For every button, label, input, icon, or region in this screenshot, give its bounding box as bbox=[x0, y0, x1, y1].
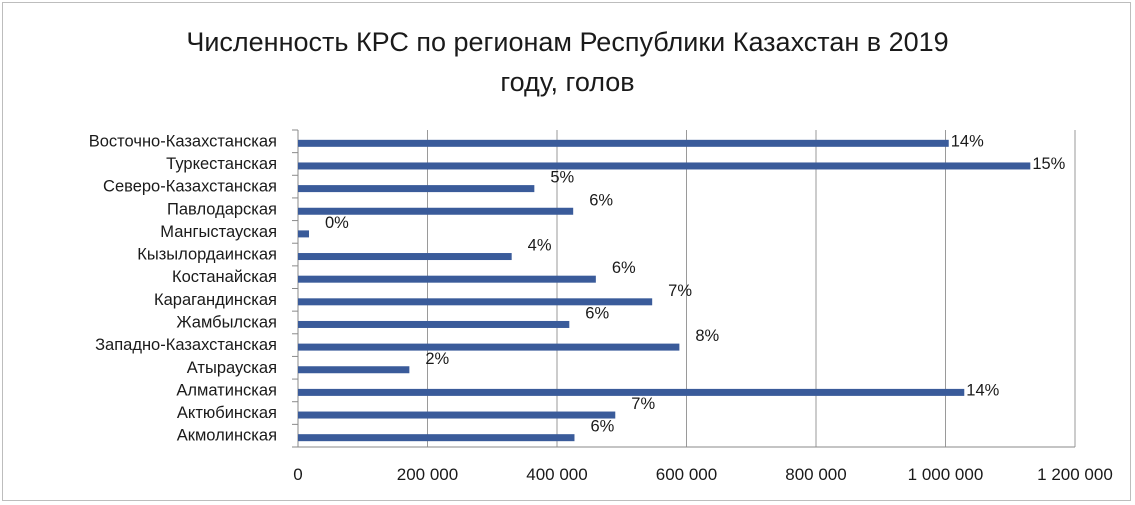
bar bbox=[298, 275, 596, 283]
chart-title: Численность КРС по регионам Республики К… bbox=[0, 22, 1135, 102]
bar bbox=[298, 320, 570, 328]
bar bbox=[298, 411, 616, 419]
x-tick-label: 800 000 bbox=[785, 465, 846, 484]
category-label: Атырауская bbox=[187, 359, 277, 377]
data-label: 7% bbox=[631, 395, 655, 413]
chart-title-line-1: Численность КРС по регионам Республики К… bbox=[186, 27, 949, 57]
data-label: 15% bbox=[1032, 155, 1065, 173]
axes bbox=[292, 129, 1075, 448]
bar bbox=[298, 388, 965, 396]
data-labels: 14% 15% 5% 6% 0% 4% 6% 7% 6% 8% 2% 14% 7% 6% bbox=[325, 132, 1066, 435]
category-label: Туркестанская bbox=[166, 155, 277, 173]
category-label: Восточно-Казахстанская bbox=[89, 132, 277, 150]
category-label: Алматинская bbox=[176, 381, 277, 399]
data-label: 6% bbox=[589, 191, 613, 209]
bars bbox=[298, 139, 1031, 442]
category-label: Западно-Казахстанская bbox=[95, 336, 277, 354]
x-tick-label: 0 bbox=[293, 465, 302, 484]
category-labels: Восточно-Казахстанская Туркестанская Север… bbox=[89, 132, 277, 444]
bar bbox=[298, 343, 680, 351]
data-label: 8% bbox=[695, 327, 719, 345]
category-label: Мангыстауская bbox=[160, 223, 277, 241]
bar bbox=[298, 185, 535, 193]
x-tick-labels: 0 200 000 400 000 600 000 800 000 1 000 000 1 … bbox=[293, 465, 1113, 484]
bar bbox=[298, 230, 310, 238]
category-label: Северо-Казахстанская bbox=[103, 178, 277, 196]
data-label: 14% bbox=[951, 132, 984, 150]
bar bbox=[298, 298, 653, 306]
category-label: Актюбинская bbox=[177, 404, 277, 422]
x-tick-label: 200 000 bbox=[397, 465, 458, 484]
x-tick-label: 1 000 000 bbox=[908, 465, 984, 484]
data-label: 6% bbox=[585, 304, 609, 322]
bar bbox=[298, 366, 410, 374]
data-label: 2% bbox=[425, 350, 449, 368]
category-label: Карагандинская bbox=[154, 291, 277, 309]
data-label: 4% bbox=[528, 237, 552, 255]
x-tick-label: 400 000 bbox=[526, 465, 587, 484]
category-label: Костанайская bbox=[172, 268, 277, 286]
data-label: 6% bbox=[590, 418, 614, 436]
data-label: 0% bbox=[325, 214, 349, 232]
x-tick-label: 600 000 bbox=[656, 465, 717, 484]
category-label: Жамбылская bbox=[176, 313, 277, 331]
bar bbox=[298, 207, 574, 215]
bar bbox=[298, 434, 575, 442]
data-label: 5% bbox=[550, 169, 574, 187]
x-tick-label: 1 200 000 bbox=[1037, 465, 1113, 484]
grid-lines bbox=[427, 130, 1076, 447]
category-label: Павлодарская bbox=[167, 200, 277, 218]
chart-title-line-2: году, голов bbox=[500, 67, 635, 97]
data-label: 6% bbox=[612, 259, 636, 277]
bar bbox=[298, 253, 512, 261]
category-label: Кызылордаинская bbox=[137, 246, 277, 264]
bar bbox=[298, 162, 1031, 170]
bar bbox=[298, 139, 949, 147]
category-label: Акмолинская bbox=[177, 427, 277, 445]
data-label: 14% bbox=[966, 381, 999, 399]
data-label: 7% bbox=[668, 282, 692, 300]
